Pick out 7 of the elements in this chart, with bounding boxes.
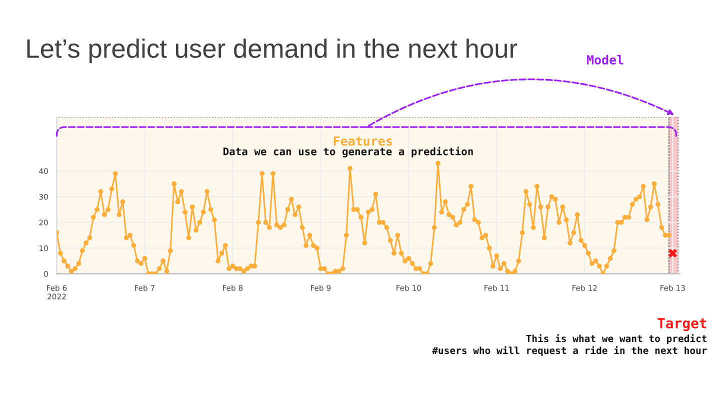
text: This is what we want to predict (526, 334, 706, 344)
text: Target (658, 318, 706, 332)
chart-title: Let’s predict user demand in the next hour (27, 38, 518, 64)
text: #users who will request a ride in the next hour (432, 346, 707, 356)
band-label: Features (334, 136, 392, 146)
text: Model (586, 54, 624, 65)
annotation: Data we can use to generate a prediction (224, 146, 473, 158)
